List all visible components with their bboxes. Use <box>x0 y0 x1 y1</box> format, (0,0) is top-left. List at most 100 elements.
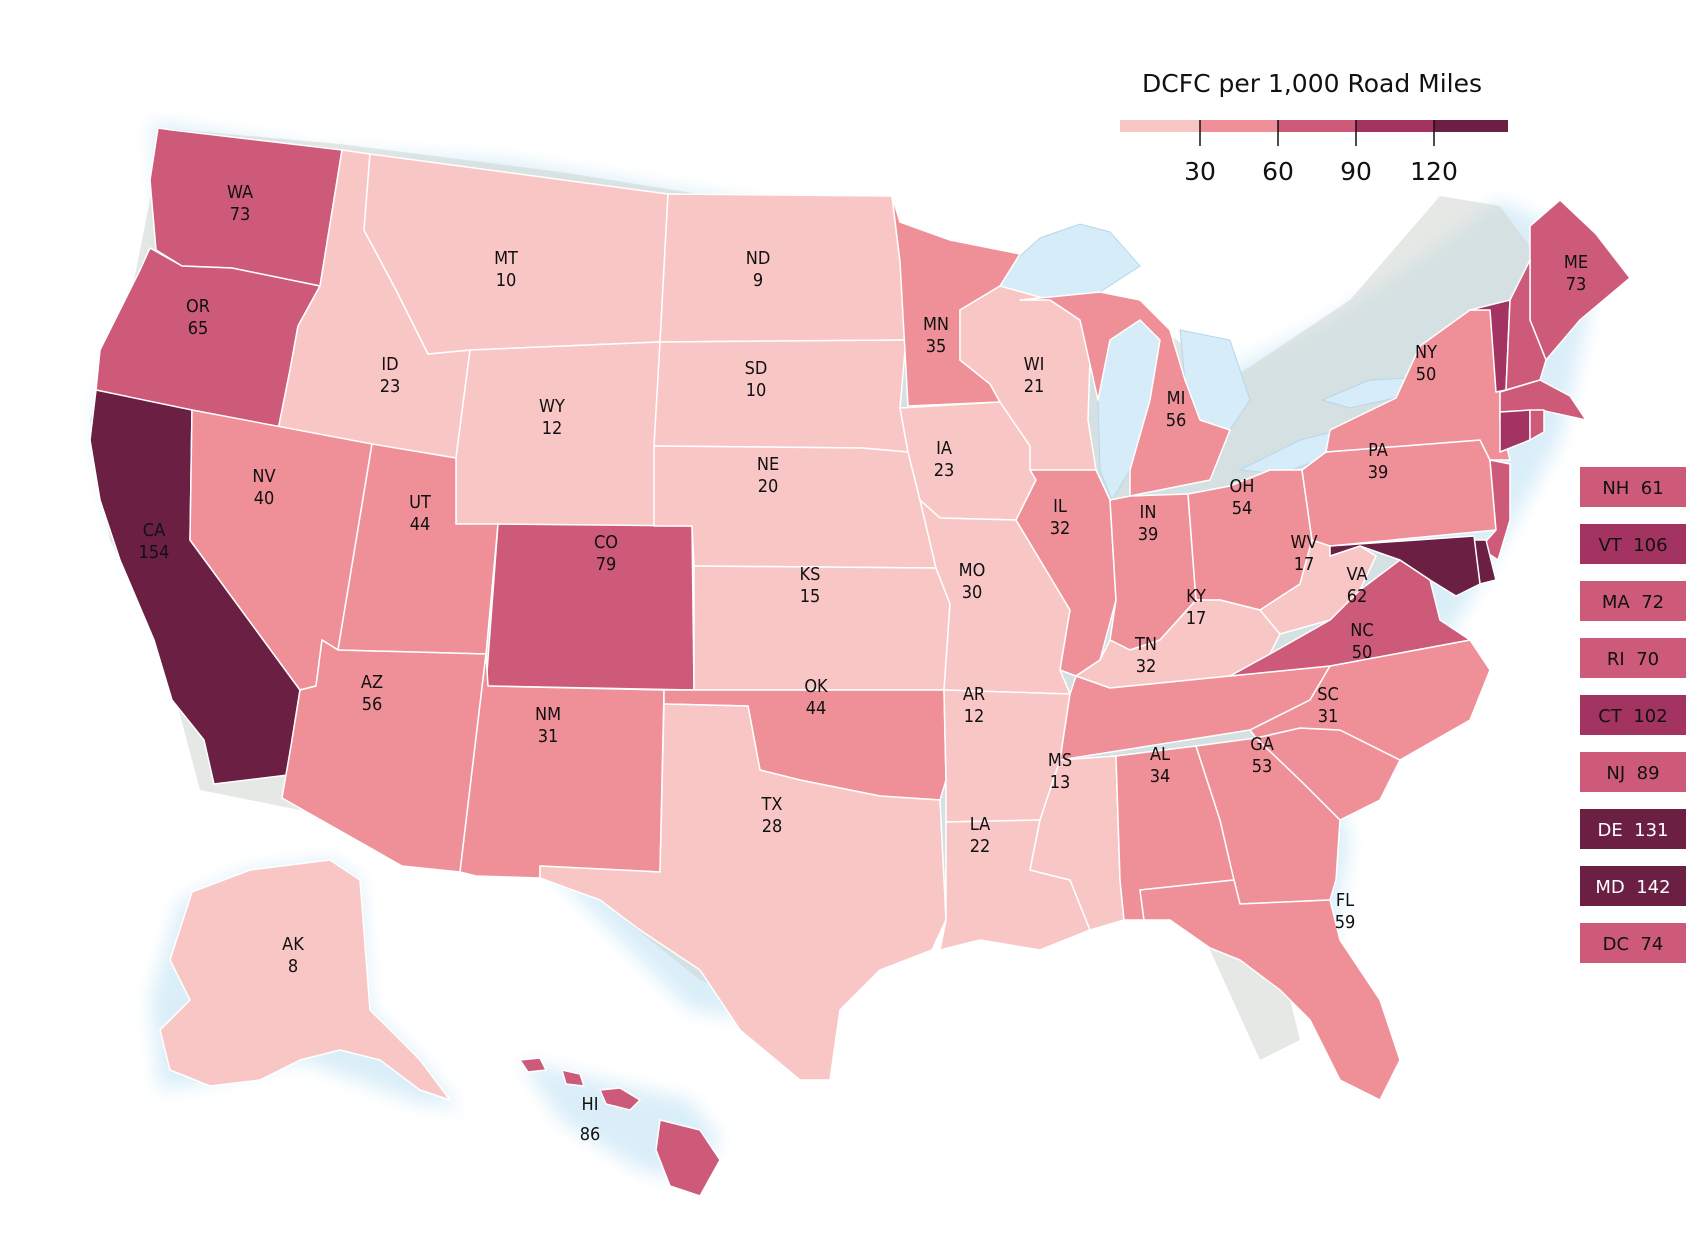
small-state-box-ma[interactable]: MA 72 <box>1580 581 1686 621</box>
legend-ticks: 30 60 90 120 <box>1184 120 1458 186</box>
state-label-ar: AR <box>963 684 985 705</box>
state-label-wy: WY <box>539 396 565 417</box>
state-value-al: 34 <box>1150 766 1171 787</box>
small-state-abbr: DE <box>1597 820 1622 841</box>
state-label-az: AZ <box>361 672 383 693</box>
small-state-label: CT 102 <box>1598 706 1667 727</box>
state-label-mo: MO <box>959 560 986 581</box>
legend-tick-label-1: 30 <box>1184 157 1216 186</box>
small-state-abbr: MA <box>1602 592 1631 613</box>
state-value-sc: 31 <box>1318 706 1339 727</box>
state-shape-nc[interactable] <box>1249 639 1491 761</box>
state-value-mn: 35 <box>926 336 947 357</box>
state-label-hi: HI <box>582 1094 599 1115</box>
state-label-sd: SD <box>745 358 768 379</box>
small-state-box-vt[interactable]: VT 106 <box>1580 524 1686 564</box>
state-label-ga: GA <box>1250 734 1274 755</box>
state-shape-sd[interactable] <box>653 339 909 453</box>
small-state-abbr: VT <box>1598 535 1622 556</box>
state-value-nc: 50 <box>1352 642 1373 663</box>
state-value-nm: 31 <box>538 726 559 747</box>
small-state-box-dc[interactable]: DC 74 <box>1580 923 1686 963</box>
small-state-box-nh[interactable]: NH 61 <box>1580 467 1686 507</box>
state-shape-co[interactable] <box>485 523 695 691</box>
state-shape-ks[interactable] <box>693 565 951 691</box>
small-state-box-nj[interactable]: NJ 89 <box>1580 752 1686 792</box>
small-state-label: NH 61 <box>1602 478 1663 499</box>
state-value-wi: 21 <box>1024 376 1045 397</box>
small-state-swatch <box>1580 923 1686 963</box>
state-value-wv: 17 <box>1294 554 1315 575</box>
state-label-mi: MI <box>1167 388 1186 409</box>
small-state-value: 106 <box>1633 535 1667 556</box>
small-state-swatch <box>1580 638 1686 678</box>
state-value-mt: 10 <box>496 270 517 291</box>
state-value-ca: 154 <box>139 542 170 563</box>
state-label-il: IL <box>1053 496 1067 517</box>
small-state-swatch <box>1580 809 1686 849</box>
state-value-la: 22 <box>970 836 991 857</box>
state-shape-nd[interactable] <box>659 193 907 343</box>
state-value-ar: 12 <box>964 706 985 727</box>
state-value-ms: 13 <box>1050 772 1071 793</box>
small-state-label: NJ 89 <box>1606 763 1659 784</box>
state-label-wa: WA <box>227 182 253 203</box>
legend-bin-1 <box>1120 120 1200 132</box>
state-label-me: ME <box>1564 252 1588 273</box>
state-shape-ak[interactable] <box>159 859 451 1101</box>
small-state-value: 70 <box>1636 649 1659 670</box>
state-label-or: OR <box>186 296 210 317</box>
small-state-label: VT 106 <box>1598 535 1667 556</box>
small-state-boxes: NH 61 VT 106 MA 72 RI 70 CT 102 NJ 89 DE 131 MD… <box>1580 467 1686 963</box>
small-state-value: 61 <box>1641 478 1664 499</box>
state-label-wi: WI <box>1024 354 1045 375</box>
great-lakes <box>978 223 1412 502</box>
state-label-nd: ND <box>746 248 771 269</box>
small-state-abbr: RI <box>1607 649 1625 670</box>
state-value-nd: 9 <box>753 270 763 291</box>
state-value-hi: 86 <box>580 1124 601 1145</box>
state-shape-pa[interactable] <box>1301 439 1497 547</box>
state-shape-il[interactable] <box>1015 469 1117 677</box>
small-state-abbr: NH <box>1602 478 1629 499</box>
state-value-co: 79 <box>596 554 617 575</box>
legend-bin-5 <box>1434 120 1508 132</box>
state-shape-fl[interactable] <box>1139 879 1401 1101</box>
state-label-tx: TX <box>761 794 783 815</box>
state-label-co: CO <box>594 532 618 553</box>
state-label-ca: CA <box>143 520 165 541</box>
state-value-ks: 15 <box>800 586 821 607</box>
state-value-or: 65 <box>188 318 209 339</box>
small-state-box-ct[interactable]: CT 102 <box>1580 695 1686 735</box>
state-shape-nj[interactable] <box>1479 459 1511 561</box>
state-shape-md[interactable] <box>1329 535 1481 597</box>
state-label-ks: KS <box>800 564 821 585</box>
state-label-ny: NY <box>1415 342 1437 363</box>
state-value-ny: 50 <box>1416 364 1437 385</box>
state-value-id: 23 <box>380 376 401 397</box>
small-state-box-de[interactable]: DE 131 <box>1580 809 1686 849</box>
small-state-label: DC 74 <box>1603 934 1664 955</box>
state-value-mi: 56 <box>1166 410 1187 431</box>
state-value-in: 39 <box>1138 524 1159 545</box>
state-value-pa: 39 <box>1368 462 1389 483</box>
small-state-swatch <box>1580 752 1686 792</box>
state-label-ne: NE <box>757 454 779 475</box>
state-shape-hi[interactable] <box>519 1057 721 1197</box>
state-shape-ne[interactable] <box>653 445 937 569</box>
small-state-box-md[interactable]: MD 142 <box>1580 866 1686 906</box>
state-label-wv: WV <box>1290 532 1317 553</box>
small-state-abbr: NJ <box>1606 763 1625 784</box>
state-label-fl: FL <box>1336 890 1354 911</box>
state-value-tn: 32 <box>1136 656 1157 677</box>
legend-tick-label-4: 120 <box>1410 157 1458 186</box>
state-value-nv: 40 <box>254 488 275 509</box>
small-state-swatch <box>1580 695 1686 735</box>
small-state-value: 89 <box>1637 763 1660 784</box>
state-shape-ri[interactable] <box>1529 409 1545 441</box>
small-state-box-ri[interactable]: RI 70 <box>1580 638 1686 678</box>
state-value-fl: 59 <box>1335 912 1356 933</box>
state-shape-tx[interactable] <box>539 703 947 1081</box>
small-state-swatch <box>1580 467 1686 507</box>
small-state-label: RI 70 <box>1607 649 1659 670</box>
